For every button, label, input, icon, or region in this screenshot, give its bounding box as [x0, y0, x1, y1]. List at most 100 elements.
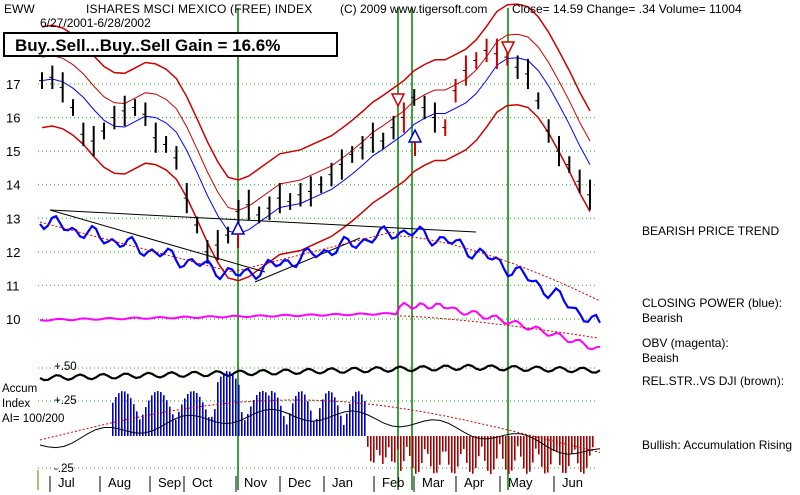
accum-ma-black: [39, 408, 601, 455]
y-axis-labels: 10 11 12 13 14 15 16 17: [6, 77, 20, 327]
closing-power: [39, 214, 601, 324]
accum-bar: [274, 392, 276, 436]
accum-bar: [277, 397, 279, 436]
accum-bar: [553, 436, 555, 452]
inner-band: [41, 33, 591, 211]
down-trendline: [49, 209, 266, 273]
accum-bar: [370, 436, 372, 462]
accum-bar: [127, 393, 129, 436]
accum-bar: [409, 436, 411, 457]
accum-bar: [562, 436, 564, 473]
x-tick-label: May: [508, 475, 533, 490]
x-axis-labels: Jul Aug Sep Oct Nov Dec Jan Feb Mar Apr May Jun: [37, 470, 583, 492]
accum-bar: [394, 436, 396, 463]
accum-bar: [355, 391, 357, 436]
accum-bar: [310, 410, 312, 436]
accum-bar: [286, 424, 288, 436]
accum-bar: [361, 394, 363, 436]
accum-bar: [469, 436, 471, 472]
accum-bar: [133, 404, 135, 436]
accum-bar: [475, 436, 477, 469]
accum-bar: [565, 436, 567, 474]
accum-bar: [568, 436, 570, 467]
accum-bar: [238, 384, 240, 436]
accum-bar: [388, 436, 390, 448]
y-tick-label: 11: [6, 278, 20, 293]
accum-bar: [382, 436, 384, 464]
accum-bar: [214, 409, 216, 436]
accum-plus50-label: +.50: [54, 361, 77, 373]
x-tick-label: Jun: [562, 475, 583, 490]
accum-bar: [460, 436, 462, 454]
accum-bar: [514, 436, 516, 461]
accum-bar: [334, 397, 336, 436]
accum-bar: [400, 436, 402, 471]
ticker-symbol: EWW: [4, 2, 35, 16]
accum-bar: [547, 436, 549, 473]
accum-bar: [280, 405, 282, 436]
accum-bar: [130, 398, 132, 436]
accum-bar: [427, 436, 429, 454]
accum-bar: [202, 402, 204, 436]
accum-bar: [364, 400, 366, 436]
accum-bar: [247, 413, 249, 436]
accum-bar: [331, 392, 333, 436]
y-tick-label: 13: [6, 211, 20, 226]
accum-bar: [352, 396, 354, 436]
obv-value: Beaish: [642, 351, 679, 365]
accum-bar: [556, 436, 558, 453]
obv-moving-average: [399, 315, 599, 339]
accum-bar: [151, 395, 153, 436]
accum-bar: [403, 436, 405, 462]
sell-arrow-icon: [500, 41, 516, 56]
accum-bar: [298, 391, 300, 436]
accum-bar: [421, 436, 423, 464]
accum-bar: [583, 436, 585, 474]
accum-bar: [586, 436, 588, 468]
accum-bar: [499, 436, 501, 445]
accum-bar: [313, 421, 315, 436]
accum-bar: [376, 436, 378, 450]
accum-bar: [418, 436, 420, 472]
accum-bar: [532, 436, 534, 463]
x-tick-label: Apr: [464, 475, 485, 490]
rs-label: REL.STR..VS DJI (brown):: [642, 374, 785, 388]
gain-box: Buy..Sell...Buy..Sell Gain = 16.6%: [3, 32, 338, 57]
accum-bar: [172, 414, 174, 436]
accum-bar: [448, 436, 450, 465]
y-tick-label: 16: [6, 111, 20, 126]
accum-label-line2: Index: [2, 398, 31, 410]
accum-bar: [271, 391, 273, 436]
accum-bar: [433, 436, 435, 474]
accum-bar: [487, 436, 489, 471]
accum-bar: [319, 408, 321, 436]
accum-bar: [571, 436, 573, 454]
accum-bar: [190, 391, 192, 436]
bullish-note: Bullish: Accumulation Rising: [642, 438, 793, 452]
accum-bar: [184, 398, 186, 436]
accum-bar: [373, 436, 375, 463]
y-tick-label: 10: [6, 312, 20, 327]
signal-arrows: [230, 41, 516, 248]
accum-bar: [148, 400, 150, 436]
accum-bar: [124, 391, 126, 436]
accum-bar: [307, 401, 309, 436]
accum-bar: [577, 436, 579, 464]
x-tick-label: Nov: [244, 475, 268, 490]
accum-bar: [559, 436, 561, 466]
accum-bar: [412, 436, 414, 468]
accum-bar: [472, 436, 474, 474]
accum-bar: [391, 436, 393, 462]
cp-label: CLOSING POWER (blue):: [642, 296, 783, 310]
y-tick-label: 17: [6, 77, 20, 92]
accum-bar: [445, 436, 447, 452]
accum-bar: [205, 409, 207, 436]
accum-minus25-label: -.25: [54, 463, 74, 475]
accum-bar: [211, 416, 213, 436]
gridlines: [38, 83, 598, 469]
cp-moving-average: [39, 221, 601, 302]
accum-bar: [289, 413, 291, 436]
date-range: 6/27/2001-6/28/2002: [40, 16, 151, 30]
accum-bar: [301, 391, 303, 436]
